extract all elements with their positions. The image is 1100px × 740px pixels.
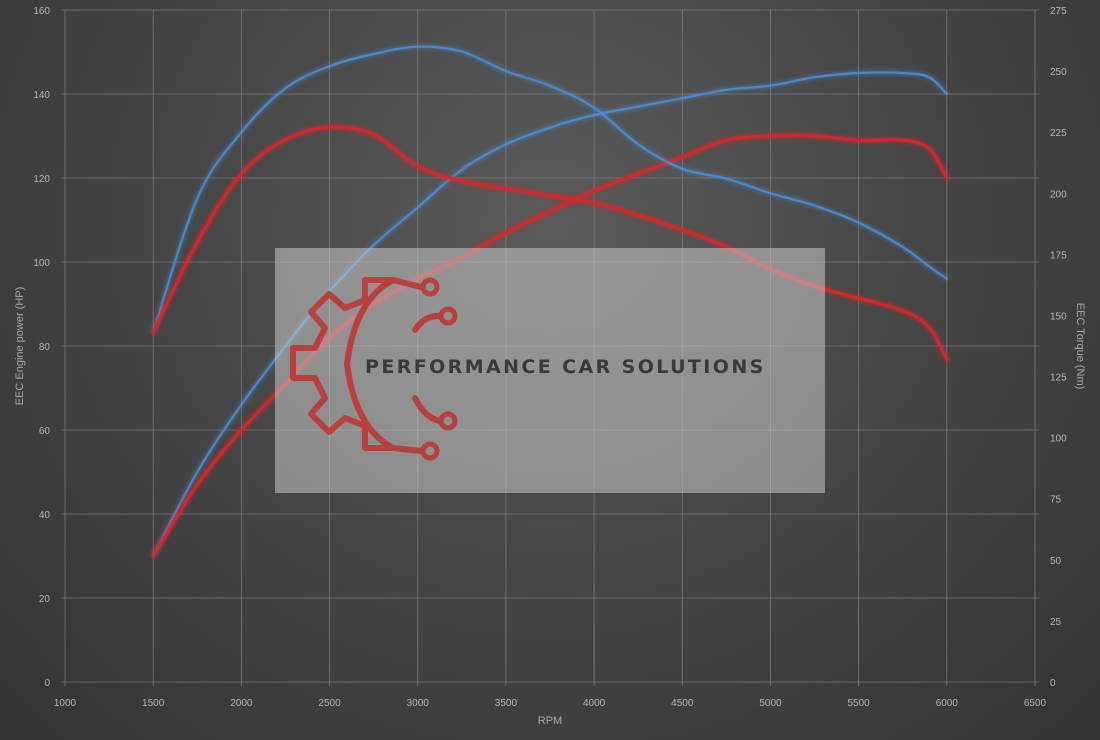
torque-series-line-2 bbox=[152, 45, 948, 334]
x-tick-label: 1500 bbox=[142, 698, 165, 709]
x-tick-label: 5500 bbox=[848, 698, 871, 709]
y-tick-label: 40 bbox=[39, 510, 51, 521]
y2-tick-label: 275 bbox=[1050, 6, 1067, 17]
y-tick-label: 60 bbox=[39, 426, 51, 437]
x-tick-label: 5000 bbox=[759, 698, 782, 709]
y2-tick-label: 75 bbox=[1050, 495, 1062, 506]
watermark-text: PERFORMANCE CAR SOLUTIONS bbox=[365, 356, 766, 378]
x-tick-label: 6000 bbox=[936, 698, 959, 709]
y-tick-label: 140 bbox=[33, 90, 50, 101]
y-axis-title: EEC Engine power (HP) bbox=[14, 287, 26, 406]
y2-tick-label: 125 bbox=[1050, 373, 1067, 384]
x-tick-label: 2000 bbox=[230, 698, 253, 709]
x-tick-label: 1000 bbox=[54, 698, 77, 709]
y-tick-label: 160 bbox=[33, 6, 50, 17]
y2-tick-label: 200 bbox=[1050, 189, 1067, 200]
y-tick-label: 100 bbox=[33, 258, 50, 269]
y2-tick-label: 225 bbox=[1050, 128, 1067, 139]
gear-circuit-logo-icon bbox=[290, 277, 458, 461]
y-tick-label: 120 bbox=[33, 174, 50, 185]
y2-tick-label: 0 bbox=[1050, 678, 1056, 689]
x-tick-label: 6500 bbox=[1024, 698, 1047, 709]
torque-series-line-3 bbox=[151, 125, 949, 361]
y-tick-label: 0 bbox=[44, 678, 50, 689]
y-tick-label: 20 bbox=[39, 594, 51, 605]
x-tick-label: 4000 bbox=[583, 698, 606, 709]
y2-axis-title: EEC Torque (Nm) bbox=[1074, 303, 1086, 390]
y2-tick-label: 150 bbox=[1050, 311, 1067, 322]
x-tick-label: 3000 bbox=[407, 698, 430, 709]
y2-tick-label: 50 bbox=[1050, 556, 1062, 567]
y2-tick-label: 100 bbox=[1050, 434, 1067, 445]
x-tick-label: 4500 bbox=[671, 698, 694, 709]
x-axis-title: RPM bbox=[538, 715, 562, 727]
y2-tick-label: 25 bbox=[1050, 617, 1062, 628]
axis-ticks: 1000 1500 2000 2500 3000 3500 4000 4500 5000 5500… bbox=[33, 6, 1067, 709]
x-tick-label: 2500 bbox=[318, 698, 341, 709]
x-tick-label: 3500 bbox=[495, 698, 518, 709]
y-tick-label: 80 bbox=[39, 342, 51, 353]
y2-tick-label: 175 bbox=[1050, 250, 1067, 261]
y2-tick-label: 250 bbox=[1050, 67, 1067, 78]
